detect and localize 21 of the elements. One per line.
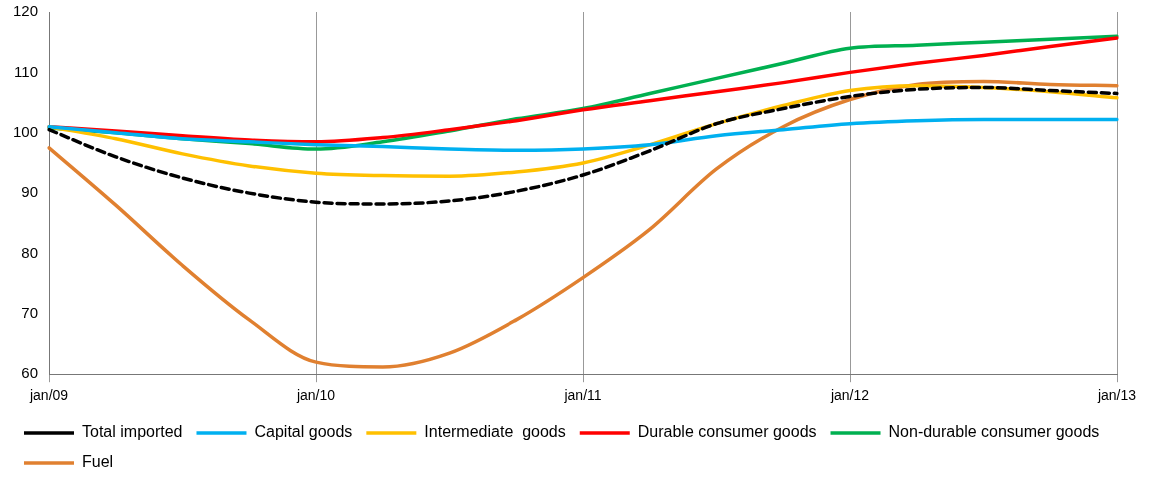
y-tick-label: 70 — [21, 303, 39, 321]
y-tick-label: 100 — [13, 122, 39, 140]
legend-label: Total imported — [82, 423, 183, 441]
x-tick-label: jan/13 — [1096, 387, 1137, 404]
x-tick-label: jan/09 — [28, 387, 69, 404]
line-series — [47, 79, 1119, 369]
line-series — [47, 85, 1119, 206]
line-series — [47, 117, 1119, 152]
legend-label: Intermediate goods — [424, 423, 566, 441]
x-tick-label: jan/12 — [829, 387, 870, 404]
legend-label: Non-durable consumer goods — [888, 423, 1100, 441]
y-tick-label: 120 — [13, 2, 39, 20]
x-tick-label: jan/10 — [295, 387, 336, 404]
legend-label: Durable consumer goods — [637, 423, 817, 441]
legend-label: Capital goods — [254, 423, 353, 441]
y-tick-label: 80 — [21, 243, 39, 261]
y-tick-label: 110 — [14, 62, 39, 80]
legend-label: Fuel — [82, 453, 114, 471]
y-tick-label: 90 — [21, 183, 39, 201]
y-tick-label: 60 — [21, 364, 39, 382]
x-tick-label: jan/11 — [563, 387, 602, 404]
